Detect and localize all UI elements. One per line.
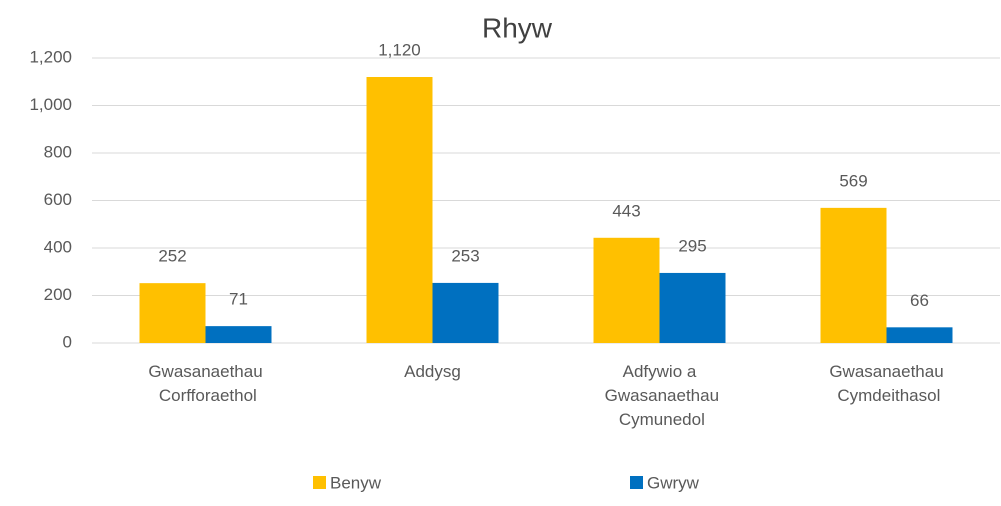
data-label: 569 xyxy=(839,171,867,190)
data-label: 71 xyxy=(229,290,248,309)
data-label: 1,120 xyxy=(378,40,421,59)
x-tick-label: Addysg xyxy=(404,362,461,381)
bar xyxy=(659,272,726,343)
y-tick-label: 600 xyxy=(44,190,72,209)
y-tick-label: 1,200 xyxy=(29,47,72,66)
x-tick-label: Gwasanaethau Corfforaethol xyxy=(148,362,262,405)
bar xyxy=(886,327,953,343)
y-tick-label: 1,000 xyxy=(29,95,72,114)
x-tick-label: Gwasanaethau Cymdeithasol xyxy=(829,362,943,405)
chart-title: Rhyw xyxy=(482,12,553,43)
legend-swatch xyxy=(630,476,643,489)
bar xyxy=(593,237,660,343)
y-tick-label: 400 xyxy=(44,237,72,256)
data-label: 66 xyxy=(910,291,929,310)
bar xyxy=(820,207,887,343)
legend-swatch xyxy=(313,476,326,489)
data-label: 252 xyxy=(158,247,186,266)
y-tick-label: 800 xyxy=(44,142,72,161)
data-label: 295 xyxy=(678,236,706,255)
legend-label: Gwryw xyxy=(647,473,700,492)
y-tick-label: 0 xyxy=(63,332,72,351)
data-label: 253 xyxy=(451,246,479,265)
y-tick-label: 200 xyxy=(44,285,72,304)
data-label: 443 xyxy=(612,201,640,220)
bar xyxy=(366,77,433,343)
legend-label: Benyw xyxy=(330,473,382,492)
bar xyxy=(205,326,272,343)
bar xyxy=(139,283,206,343)
bar xyxy=(432,282,499,343)
x-tick-label: Adfywio a Gwasanaethau Cymunedol xyxy=(600,362,719,429)
